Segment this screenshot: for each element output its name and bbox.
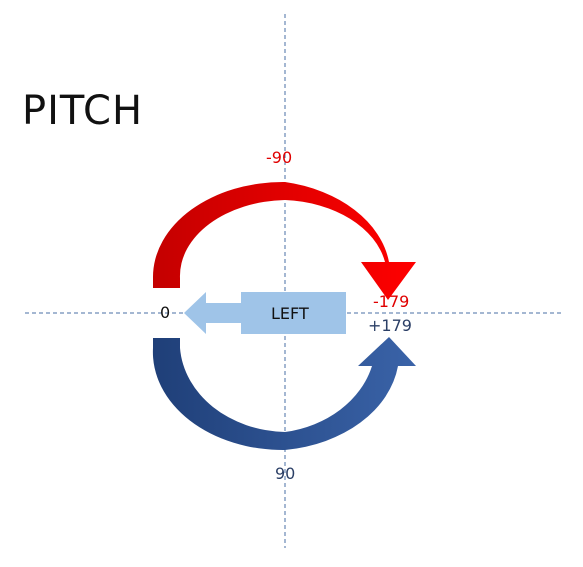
label-pos90: 90 [275,464,296,483]
label-neg90: -90 [266,148,293,167]
label-pos179: +179 [368,316,412,335]
red-curved-arrow [152,181,416,300]
pitch-title: PITCH [22,88,144,134]
label-zero: 0 [160,303,171,322]
label-left-direction: LEFT [271,304,309,323]
blue-curved-arrow [152,337,416,451]
label-neg179: -179 [373,292,410,311]
left-direction-arrow [184,292,346,334]
